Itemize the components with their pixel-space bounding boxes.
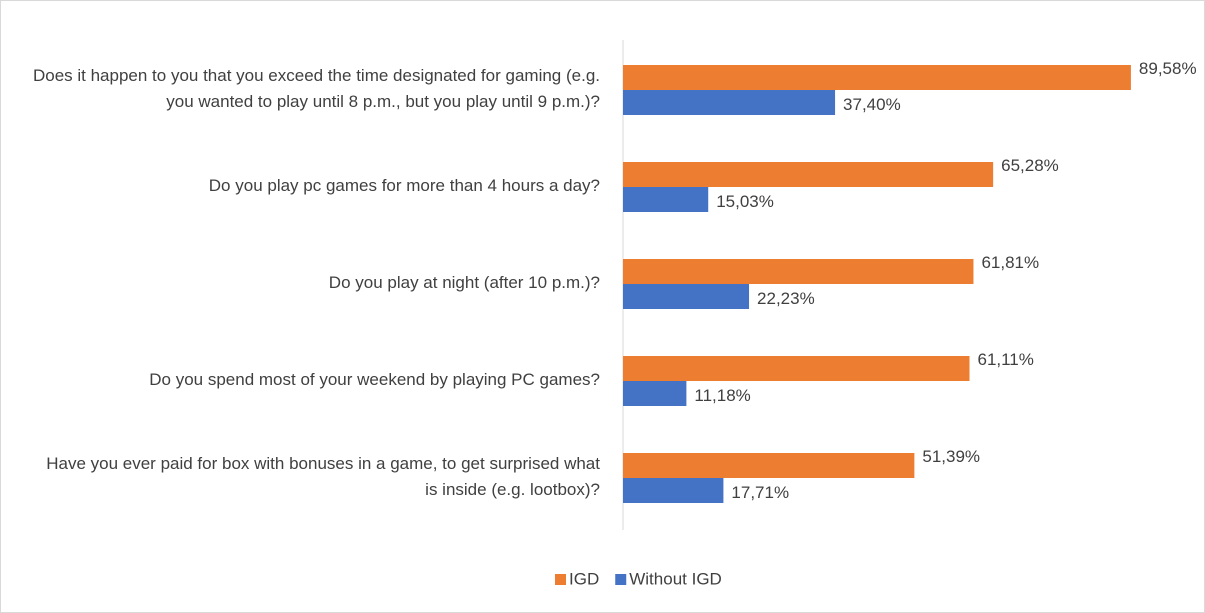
bar — [623, 453, 915, 478]
bar — [623, 90, 836, 115]
bar — [623, 65, 1131, 90]
bar — [623, 356, 970, 381]
bar — [623, 284, 750, 309]
value-label: 15,03% — [716, 192, 774, 211]
value-label: 61,81% — [981, 253, 1039, 272]
category-label: Do you play at night (after 10 p.m.)? — [329, 273, 600, 292]
value-label: 65,28% — [1001, 156, 1059, 175]
bar — [623, 187, 709, 212]
bar — [623, 259, 974, 284]
value-label: 37,40% — [843, 95, 901, 114]
legend-label: IGD — [569, 569, 599, 588]
value-label: 22,23% — [757, 289, 815, 308]
legend-swatch — [615, 574, 627, 585]
category-label: Does it happen to you that you exceed th… — [33, 66, 600, 111]
value-label: 61,11% — [977, 350, 1033, 369]
category-label: Do you play pc games for more than 4 hou… — [209, 176, 600, 195]
value-label: 51,39% — [922, 447, 980, 466]
value-label: 89,58% — [1139, 59, 1197, 78]
bar — [623, 381, 687, 406]
value-label: 17,71% — [731, 483, 789, 502]
legend-swatch — [555, 574, 566, 585]
bar — [623, 162, 994, 187]
value-label: 11,18% — [694, 386, 750, 405]
bar — [623, 478, 724, 503]
category-label: Have you ever paid for box with bonuses … — [46, 454, 600, 499]
legend-label: Without IGD — [629, 569, 722, 588]
category-label: Do you spend most of your weekend by pla… — [149, 370, 600, 389]
